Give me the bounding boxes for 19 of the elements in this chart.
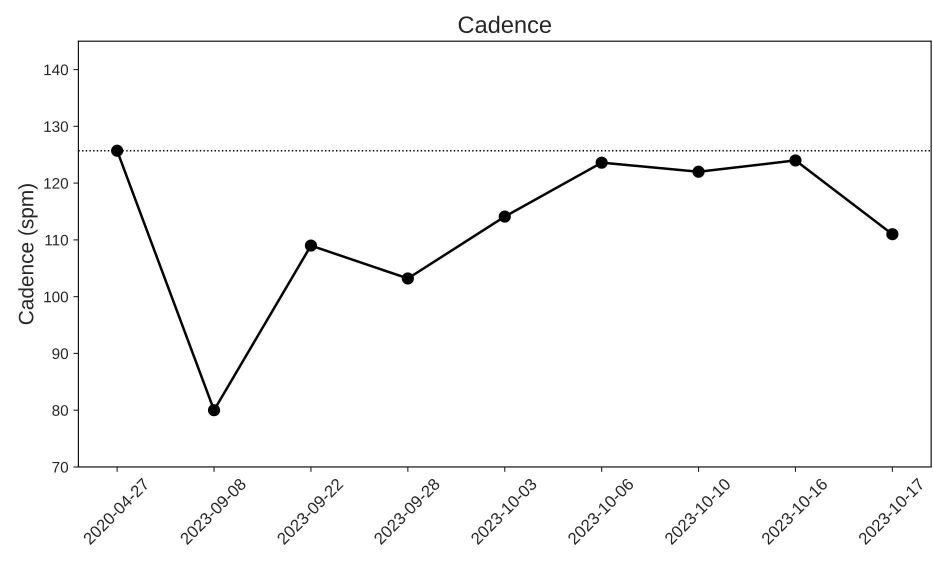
point [886, 228, 898, 240]
point [498, 210, 511, 223]
y-tick-label: 110 [45, 234, 68, 246]
y-axis-title: Cadence (spm) [18, 184, 38, 324]
point [304, 239, 318, 252]
point [402, 272, 414, 285]
y-tick-label: 70 [52, 462, 68, 473]
point [789, 154, 802, 166]
y-tick-label: 100 [44, 292, 68, 302]
y-tick-label: 140 [44, 64, 68, 76]
y-tick-label: 90 [52, 348, 68, 360]
point [111, 144, 124, 157]
point [692, 166, 705, 178]
y-tick-label: 120 [44, 178, 68, 189]
point [208, 404, 220, 416]
point [596, 156, 608, 169]
y-tick-label: 130 [44, 121, 68, 132]
chart-title: Cadence [458, 16, 551, 34]
y-tick-label: 80 [52, 405, 68, 416]
